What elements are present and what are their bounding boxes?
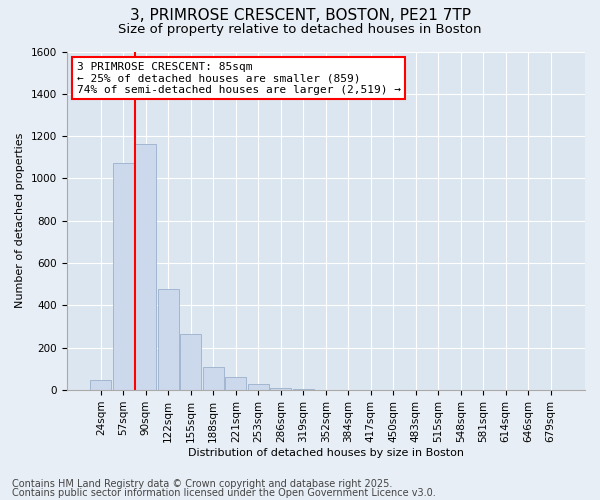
- Bar: [180, 334, 202, 390]
- Bar: [113, 162, 134, 390]
- Text: 3, PRIMROSE CRESCENT, BOSTON, PE21 7TP: 3, PRIMROSE CRESCENT, BOSTON, PE21 7TP: [130, 8, 470, 22]
- Y-axis label: Number of detached properties: Number of detached properties: [15, 133, 25, 308]
- Bar: [135, 144, 157, 390]
- Bar: [158, 288, 179, 390]
- Text: 3 PRIMROSE CRESCENT: 85sqm
← 25% of detached houses are smaller (859)
74% of sem: 3 PRIMROSE CRESCENT: 85sqm ← 25% of deta…: [77, 62, 401, 95]
- Bar: [270, 388, 292, 390]
- Text: Contains HM Land Registry data © Crown copyright and database right 2025.: Contains HM Land Registry data © Crown c…: [12, 479, 392, 489]
- Text: Size of property relative to detached houses in Boston: Size of property relative to detached ho…: [118, 22, 482, 36]
- Bar: [248, 384, 269, 390]
- Bar: [225, 378, 247, 390]
- Bar: [90, 380, 112, 390]
- X-axis label: Distribution of detached houses by size in Boston: Distribution of detached houses by size …: [188, 448, 464, 458]
- Text: Contains public sector information licensed under the Open Government Licence v3: Contains public sector information licen…: [12, 488, 436, 498]
- Bar: [203, 367, 224, 390]
